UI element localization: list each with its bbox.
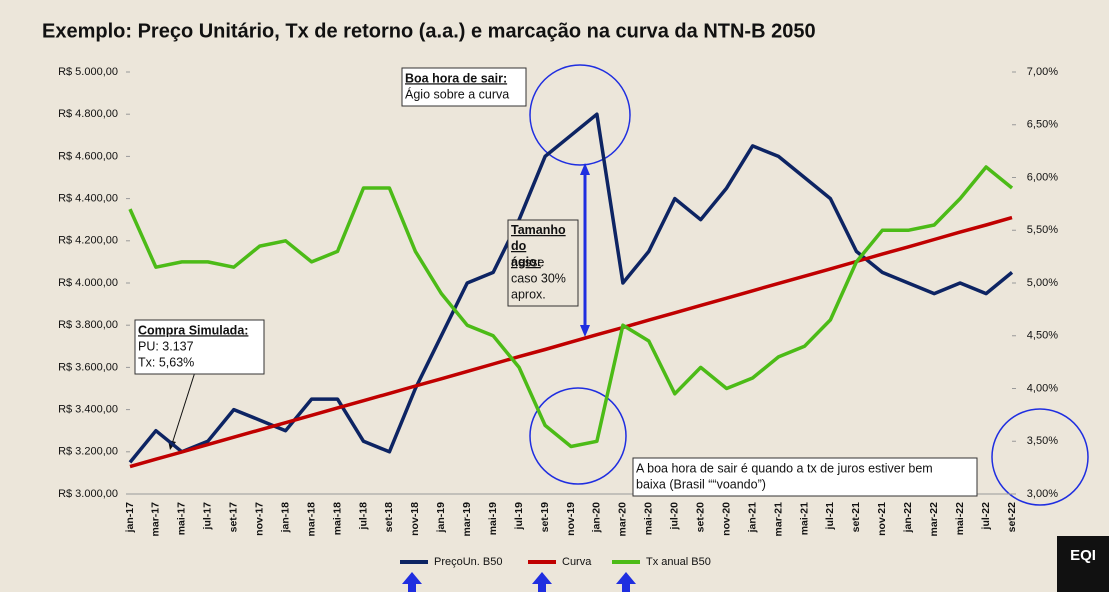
x-tick-label: nov-21 (876, 502, 888, 536)
x-tick-label: mar-21 (772, 502, 784, 537)
x-tick-label: nov-19 (565, 502, 577, 536)
y2-tick-label: 4,50% (1027, 330, 1058, 342)
x-tick-label: set-17 (228, 502, 240, 533)
x-tick-label: nov-17 (253, 502, 265, 536)
annotation-title: Compra Simulada: (138, 323, 248, 337)
x-tick-label: mai-17 (176, 502, 188, 535)
x-tick-label: mai-21 (798, 502, 810, 535)
x-tick-label: mai-20 (643, 502, 655, 535)
decor (168, 64, 1109, 592)
annotation-text: aprox. (511, 287, 546, 301)
annotation-text: PU: 3.137 (138, 339, 194, 353)
x-tick-label: jan-17 (124, 502, 136, 534)
legend-label: Tx anual B50 (646, 556, 711, 568)
series-line (129, 215, 1013, 469)
annotation-text: caso 30% (511, 271, 566, 285)
y2-tick-label: 5,50% (1027, 224, 1058, 236)
x-tick-label: set-18 (383, 502, 395, 533)
x-tick-label: mar-17 (150, 502, 162, 537)
annotation-title: Boa hora de sair: (405, 71, 507, 85)
legend-label: Curva (562, 556, 592, 568)
x-tick-label: jan-20 (591, 502, 603, 534)
y2-tick-label: 7,00% (1027, 66, 1058, 78)
x-tick-label: set-22 (1006, 502, 1018, 533)
x-tick-label: mar-22 (928, 502, 940, 537)
x-tick-label: set-21 (850, 502, 862, 533)
x-tick-label: jul-19 (513, 502, 525, 531)
y-tick-label: R$ 4.400,00 (58, 193, 118, 205)
annotation-text: Ágio sobre a curva (405, 86, 509, 101)
x-tick-label: nov-20 (720, 502, 732, 536)
y-tick-label: R$ 4.000,00 (58, 277, 118, 289)
legend-label: PreçoUn. B50 (434, 556, 502, 568)
y-tick-label: R$ 3.800,00 (58, 319, 118, 331)
annotation-title: Tamanho do ágio: (511, 223, 566, 269)
chart-title: Exemplo: Preço Unitário, Tx de retorno (… (42, 20, 816, 42)
x-tick-label: mai-22 (954, 502, 966, 535)
y-tick-label: R$ 4.200,00 (58, 235, 118, 247)
x-tick-label: nov-18 (409, 502, 421, 536)
x-tick-label: mai-18 (331, 502, 343, 535)
y2-tick-label: 3,00% (1027, 488, 1058, 500)
annotation-box (632, 457, 978, 497)
y-tick-label: R$ 3.600,00 (58, 361, 118, 373)
x-tick-label: jul-21 (824, 502, 836, 531)
x-tick-label: jul-22 (980, 502, 992, 531)
x-tick-label: set-19 (539, 502, 551, 533)
y-tick-label: R$ 3.400,00 (58, 404, 118, 416)
y-tick-label: R$ 4.600,00 (58, 150, 118, 162)
x-tick-label: jul-17 (202, 502, 214, 531)
y-tick-label: R$ 4.800,00 (58, 108, 118, 120)
annotation-text: A boa hora de sair é quando a tx de juro… (636, 461, 933, 475)
x-tick-label: jan-21 (746, 502, 758, 534)
y2-tick-label: 5,00% (1027, 277, 1058, 289)
x-tick-label: mar-18 (305, 502, 317, 537)
y-tick-label: R$ 3.000,00 (58, 488, 118, 500)
annotation-text: baixa (Brasil ““voando”) (636, 477, 766, 491)
y2-tick-label: 6,50% (1027, 119, 1058, 131)
x-tick-label: jan-18 (279, 502, 291, 534)
annotation-box (134, 319, 265, 375)
y-tick-label: R$ 5.000,00 (58, 66, 118, 78)
annotation-text: nesse (511, 255, 544, 269)
x-tick-label: mar-20 (617, 502, 629, 537)
annotation-text: Tx: 5,63% (138, 355, 194, 369)
logo: EQI (1070, 547, 1096, 564)
y2-tick-label: 6,00% (1027, 171, 1058, 183)
x-tick-label: mai-19 (487, 502, 499, 535)
x-tick-label: jan-19 (435, 502, 447, 534)
x-tick-label: jul-18 (357, 502, 369, 531)
y-tick-label: R$ 3.200,00 (58, 446, 118, 458)
x-tick-label: jan-22 (902, 502, 914, 534)
y2-tick-label: 4,00% (1027, 382, 1058, 394)
annotation-box (401, 67, 527, 107)
y2-tick-label: 3,50% (1027, 435, 1058, 447)
x-tick-label: set-20 (694, 502, 706, 533)
annotation-box (507, 219, 579, 307)
x-tick-label: mar-19 (461, 502, 473, 537)
series-line (128, 165, 1014, 449)
x-tick-label: jul-20 (669, 502, 681, 531)
